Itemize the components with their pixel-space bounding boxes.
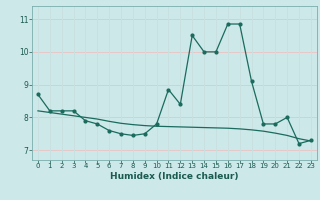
X-axis label: Humidex (Indice chaleur): Humidex (Indice chaleur) — [110, 172, 239, 181]
